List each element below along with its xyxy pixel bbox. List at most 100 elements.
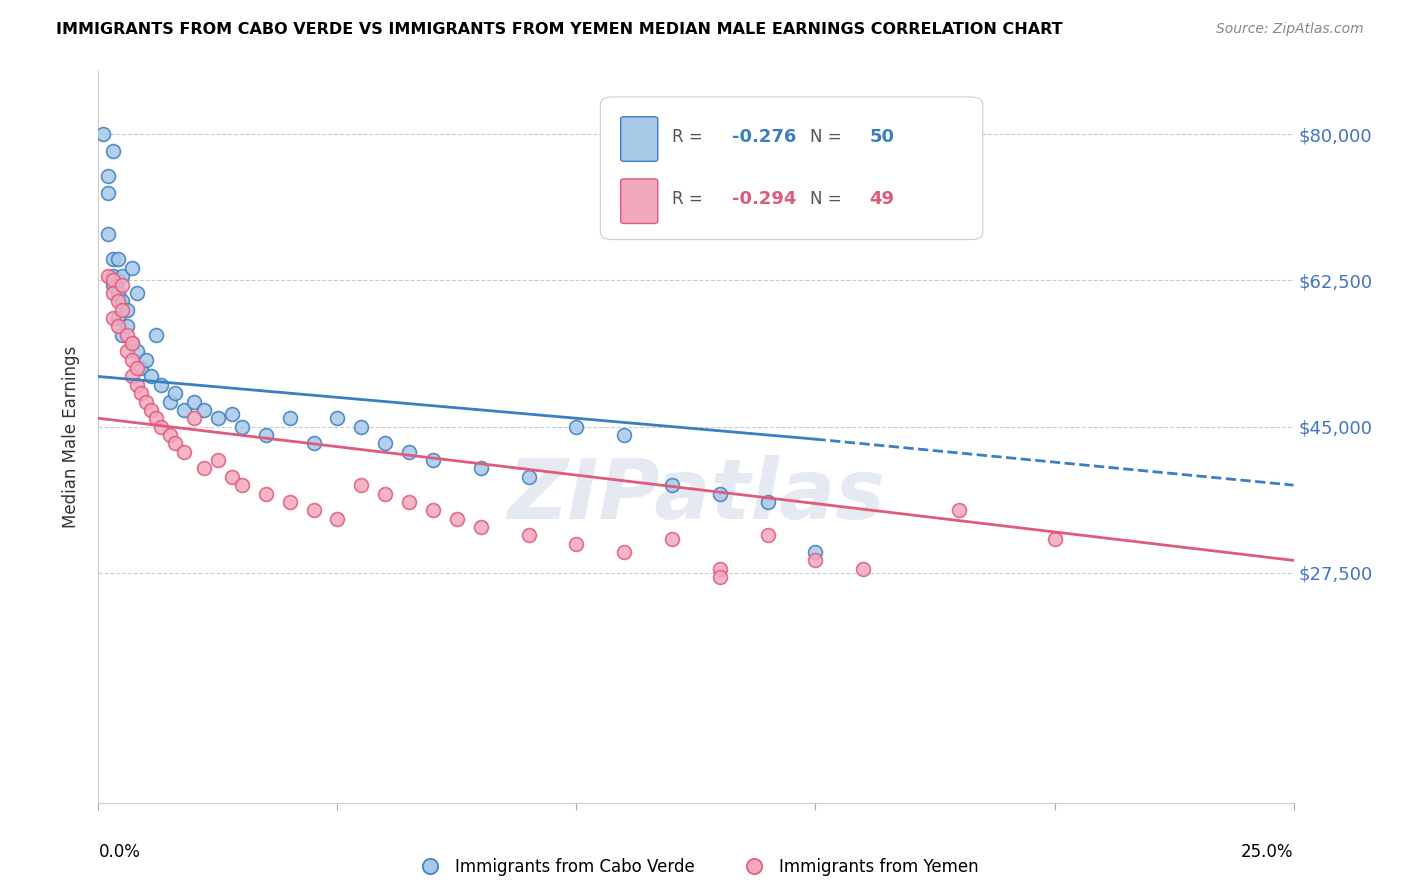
Point xyxy=(193,403,215,417)
Point xyxy=(139,369,162,384)
Point xyxy=(422,503,444,517)
Point xyxy=(145,411,167,425)
Point xyxy=(149,377,172,392)
Point xyxy=(101,310,124,325)
Point xyxy=(173,444,195,458)
Point xyxy=(107,273,129,287)
Point xyxy=(231,478,253,492)
Point xyxy=(115,319,138,334)
Point xyxy=(221,407,243,421)
Text: 50: 50 xyxy=(869,128,894,146)
Point xyxy=(115,327,138,342)
Point xyxy=(145,327,167,342)
Point xyxy=(101,252,124,267)
Point xyxy=(398,444,420,458)
Point xyxy=(231,419,253,434)
Point xyxy=(131,386,153,401)
Point xyxy=(446,511,468,525)
Point xyxy=(350,478,373,492)
Point xyxy=(661,478,683,492)
Text: R =: R = xyxy=(672,190,709,209)
Point xyxy=(326,511,349,525)
Point xyxy=(517,470,540,484)
Text: 0.0%: 0.0% xyxy=(98,843,141,861)
Point xyxy=(107,252,129,267)
Text: N =: N = xyxy=(810,190,846,209)
Point xyxy=(326,411,349,425)
FancyBboxPatch shape xyxy=(620,117,658,161)
Point xyxy=(111,302,134,317)
Point xyxy=(374,486,396,500)
Point xyxy=(709,570,731,584)
Point xyxy=(125,377,148,392)
Point xyxy=(254,428,277,442)
Text: -0.276: -0.276 xyxy=(733,128,796,146)
Point xyxy=(173,403,195,417)
Point xyxy=(135,394,157,409)
Point xyxy=(517,528,540,542)
Point xyxy=(613,545,636,559)
Point xyxy=(101,273,124,287)
Point xyxy=(613,428,636,442)
Point xyxy=(121,352,143,367)
Legend: Immigrants from Cabo Verde, Immigrants from Yemen: Immigrants from Cabo Verde, Immigrants f… xyxy=(408,851,984,883)
Point xyxy=(278,411,301,425)
Point xyxy=(398,495,420,509)
Point xyxy=(254,486,277,500)
Point xyxy=(183,411,205,425)
Point xyxy=(207,453,229,467)
Point xyxy=(302,503,325,517)
Point xyxy=(422,453,444,467)
Point xyxy=(111,294,134,309)
Point xyxy=(107,294,129,309)
FancyBboxPatch shape xyxy=(620,179,658,224)
Point xyxy=(121,260,143,275)
Point xyxy=(804,553,827,567)
Text: -0.294: -0.294 xyxy=(733,190,796,209)
Point xyxy=(111,269,134,284)
Point xyxy=(565,419,588,434)
Point xyxy=(111,277,134,292)
Point xyxy=(97,269,120,284)
Point xyxy=(278,495,301,509)
Point xyxy=(125,344,148,359)
Point xyxy=(183,394,205,409)
Point xyxy=(565,536,588,550)
Point xyxy=(709,562,731,576)
Point xyxy=(115,344,138,359)
Point xyxy=(159,394,181,409)
Point xyxy=(948,503,970,517)
Point xyxy=(97,169,120,183)
Point xyxy=(374,436,396,450)
Text: ZIPatlas: ZIPatlas xyxy=(508,455,884,536)
Point xyxy=(804,545,827,559)
Point xyxy=(756,495,779,509)
Text: R =: R = xyxy=(672,128,709,146)
Text: Source: ZipAtlas.com: Source: ZipAtlas.com xyxy=(1216,22,1364,37)
Point xyxy=(97,227,120,242)
Point xyxy=(221,470,243,484)
Point xyxy=(661,533,683,547)
Point xyxy=(350,419,373,434)
Point xyxy=(121,336,143,351)
Point xyxy=(101,269,124,284)
Point xyxy=(709,486,731,500)
Point xyxy=(470,520,492,534)
Point xyxy=(163,436,186,450)
Point xyxy=(101,144,124,158)
Point xyxy=(193,461,215,475)
Text: IMMIGRANTS FROM CABO VERDE VS IMMIGRANTS FROM YEMEN MEDIAN MALE EARNINGS CORRELA: IMMIGRANTS FROM CABO VERDE VS IMMIGRANTS… xyxy=(56,22,1063,37)
Point xyxy=(121,336,143,351)
Point xyxy=(101,277,124,292)
Point xyxy=(302,436,325,450)
Point xyxy=(91,127,114,141)
Text: 25.0%: 25.0% xyxy=(1241,843,1294,861)
Point xyxy=(125,361,148,376)
Text: N =: N = xyxy=(810,128,846,146)
Point xyxy=(756,528,779,542)
Point xyxy=(107,285,129,300)
FancyBboxPatch shape xyxy=(600,97,983,240)
Point xyxy=(121,369,143,384)
Point xyxy=(131,361,153,376)
Point xyxy=(149,419,172,434)
